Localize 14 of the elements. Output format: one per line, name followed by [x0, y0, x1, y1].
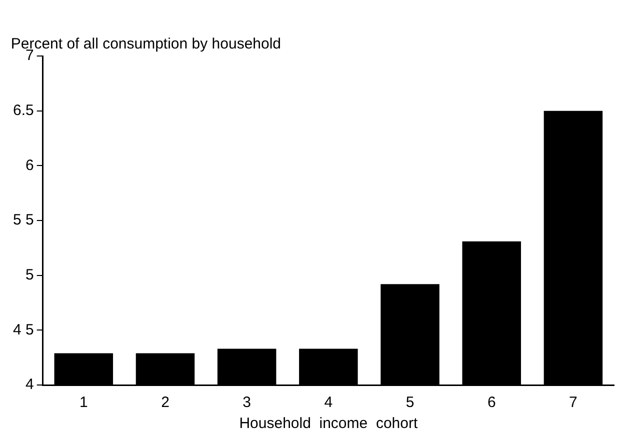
x-tick-label: 1: [79, 394, 88, 412]
x-tick-label: 3: [242, 394, 252, 412]
y-tick-label: 5 5: [12, 212, 34, 229]
x-tick-label: 4: [324, 394, 333, 412]
y-tick-label: 4: [26, 376, 34, 394]
y-tick-label: 5: [26, 266, 34, 284]
x-tick-label: 6: [487, 394, 496, 412]
x-tick-label: 7: [569, 394, 578, 412]
y-tick-label: 6: [26, 156, 34, 174]
x-tick-label: 2: [161, 394, 170, 412]
y-tick-label: 6.5: [12, 102, 34, 119]
x-tick-label: 5: [406, 394, 414, 412]
x-axis-title: Household income cohort: [239, 415, 418, 432]
y-tick-label: 4 5: [12, 321, 34, 338]
